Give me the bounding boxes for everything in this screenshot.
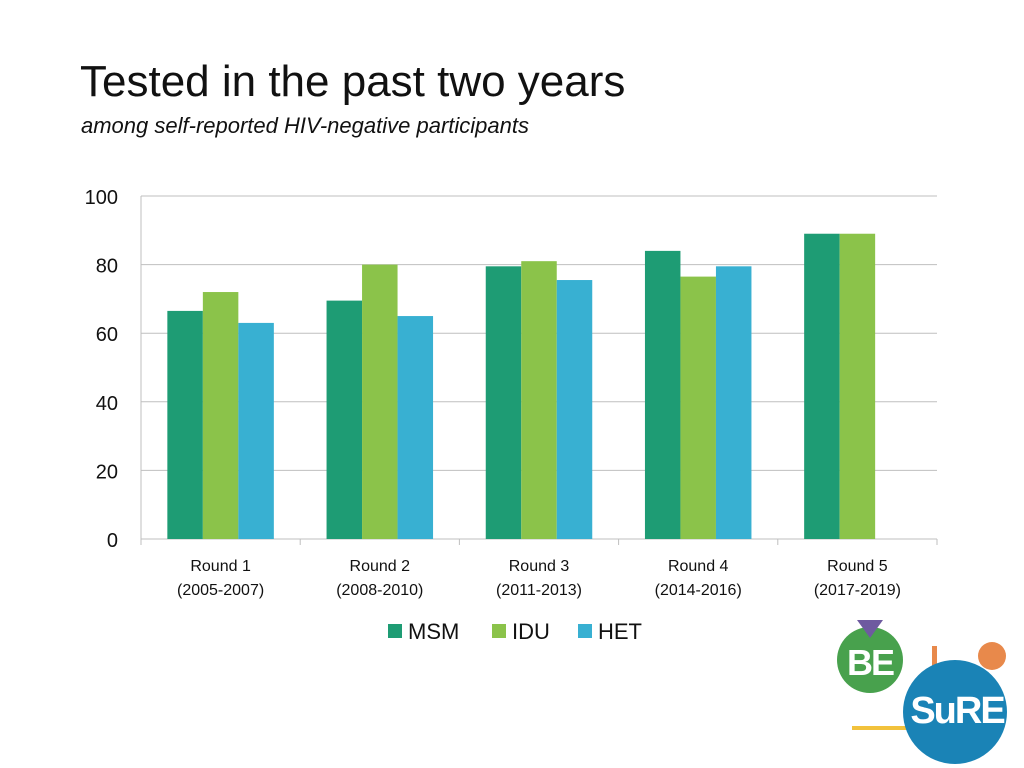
x-axis-ticks: Round 1 (2005-2007) Round 2 (2008-2010) Roun… — [177, 558, 901, 599]
bar-idu — [839, 233, 876, 540]
x-tick-label: Round 4 — [668, 558, 729, 575]
bar-msm — [167, 310, 203, 539]
bar-het — [397, 316, 434, 539]
bar-idu — [202, 292, 239, 539]
logo-green-circle — [837, 627, 903, 693]
logo-text-sure: SuRE — [910, 690, 1004, 732]
x-tick-label: (2008-2010) — [336, 582, 423, 599]
bars — [167, 233, 876, 540]
y-tick-label: 40 — [96, 393, 118, 415]
logo-blue-circle — [903, 660, 1007, 764]
x-tick-label: Round 2 — [350, 558, 411, 575]
logo-yellow-bar — [852, 726, 918, 730]
legend-swatch-het — [578, 624, 592, 638]
logo-orange-dot — [978, 642, 1006, 670]
bar-msm — [326, 300, 363, 539]
logo-purple-triangle — [857, 620, 883, 638]
bar-het — [556, 280, 593, 539]
legend-label-idu: IDU — [512, 619, 550, 644]
logo-text-be: BE — [847, 642, 894, 683]
legend-swatch-msm — [388, 624, 402, 638]
legend-swatch-idu — [492, 624, 506, 638]
bar-idu — [521, 261, 557, 539]
legend-label-msm: MSM — [408, 619, 459, 644]
y-tick-label: 0 — [107, 530, 118, 552]
bar-idu — [362, 264, 398, 539]
x-tick-label: (2005-2007) — [177, 582, 264, 599]
bar-het — [715, 266, 752, 539]
legend: MSM IDU HET — [388, 619, 642, 644]
bar-msm — [485, 266, 522, 539]
y-tick-label: 20 — [96, 461, 118, 483]
page-subtitle: among self-reported HIV-negative partici… — [81, 113, 529, 138]
legend-label-het: HET — [598, 619, 642, 644]
x-tick-label: (2017-2019) — [814, 582, 901, 599]
x-tick-label: (2014-2016) — [655, 582, 742, 599]
x-tick-label: Round 5 — [827, 558, 888, 575]
x-tick-label: (2011-2013) — [496, 582, 582, 599]
y-axis-ticks: 0 20 40 60 80 100 — [85, 187, 118, 552]
bar-msm — [804, 233, 840, 540]
bar-msm — [644, 250, 681, 539]
y-tick-label: 80 — [96, 256, 118, 278]
logo-orange-tick — [932, 646, 937, 670]
x-tick-label: Round 3 — [509, 558, 570, 575]
y-tick-label: 100 — [85, 187, 118, 209]
bar-het — [238, 322, 274, 539]
x-tick-label: Round 1 — [190, 558, 251, 575]
page-title: Tested in the past two years — [80, 57, 626, 106]
y-tick-label: 60 — [96, 324, 118, 346]
bar-idu — [680, 276, 716, 539]
